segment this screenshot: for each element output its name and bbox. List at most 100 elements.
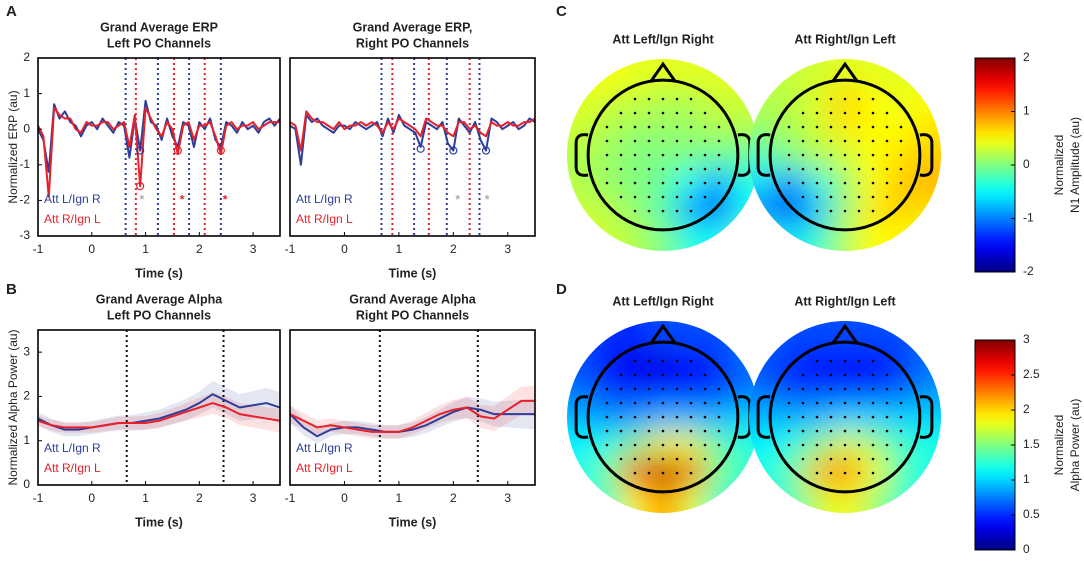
map-cell [594, 348, 623, 377]
map-cell [567, 375, 596, 404]
x-tick-label: 1 [142, 242, 149, 256]
electrode [633, 359, 637, 363]
electrode [689, 111, 693, 115]
map-cell [567, 485, 596, 513]
electrode [829, 111, 833, 115]
electrode [675, 443, 679, 447]
electrode [843, 429, 847, 433]
electrode [717, 181, 721, 185]
map-cell [749, 403, 778, 432]
peak-marker [136, 146, 145, 155]
colorbar-tick-label: 0 [1023, 157, 1030, 171]
electrode [619, 111, 623, 115]
electrode [619, 153, 623, 157]
electrode [647, 471, 651, 475]
electrode [689, 429, 693, 433]
map-cell [649, 348, 678, 377]
electrode [703, 373, 707, 377]
electrode [829, 139, 833, 143]
legend-entry: Att R/Ign L [44, 461, 101, 475]
peak-marker [216, 146, 225, 155]
map-cell [649, 86, 678, 115]
electrode [787, 387, 791, 391]
electrode [801, 167, 805, 171]
legend-entry: Att R/Ign L [44, 212, 101, 226]
map-cell [803, 485, 832, 513]
electrode [787, 415, 791, 419]
map-cell [803, 223, 832, 251]
electrode [647, 457, 651, 461]
map-cell [594, 196, 623, 225]
x-tick-label: 2 [450, 242, 457, 256]
electrode [815, 97, 819, 101]
electrode [899, 401, 903, 405]
map-cell [621, 485, 650, 513]
electrode [815, 181, 819, 185]
electrode [633, 111, 637, 115]
electrode [871, 139, 875, 143]
map-cell [749, 59, 778, 88]
electrode [619, 167, 623, 171]
map-cell [913, 113, 941, 142]
electrode [633, 125, 637, 129]
electrode [703, 125, 707, 129]
map-cell [913, 321, 941, 350]
significance-star: * [485, 193, 490, 207]
electrode [605, 125, 609, 129]
electrode [675, 401, 679, 405]
map-cell [913, 86, 941, 115]
electrode [647, 373, 651, 377]
electrode [801, 181, 805, 185]
electrode [787, 125, 791, 129]
electrode [787, 153, 791, 157]
y-tick-label: 0 [23, 477, 30, 491]
x-axis-label: Time (s) [389, 266, 437, 280]
plot-frame [289, 57, 536, 237]
colorbar [974, 339, 1016, 551]
electrode [619, 387, 623, 391]
electrode [885, 167, 889, 171]
legend-entry: Att R/Ign L [296, 461, 353, 475]
electrode [633, 153, 637, 157]
electrode [675, 457, 679, 461]
peak-marker [416, 144, 425, 153]
electrode [899, 415, 903, 419]
map-cell [731, 223, 759, 251]
electrode [717, 401, 721, 405]
electrode [885, 111, 889, 115]
map-cell [831, 348, 860, 377]
map-cell [776, 223, 805, 251]
electrode [829, 125, 833, 129]
colorbar-tick-label: 0 [1023, 542, 1030, 556]
map-cell [886, 223, 915, 251]
electrode [871, 111, 875, 115]
electrode [661, 153, 665, 157]
map-cell [704, 86, 733, 115]
electrode [857, 195, 861, 199]
electrode [871, 97, 875, 101]
electrode [871, 209, 875, 213]
x-axis-label: Time (s) [135, 266, 183, 280]
electrode [801, 111, 805, 115]
electrode [787, 429, 791, 433]
electrode [703, 167, 707, 171]
electrode [801, 153, 805, 157]
electrode [871, 153, 875, 157]
y-tick-label: -3 [19, 228, 30, 242]
electrode [815, 125, 819, 129]
electrode [857, 181, 861, 185]
electrode [633, 139, 637, 143]
electrode [605, 153, 609, 157]
electrode [801, 387, 805, 391]
map-cell [831, 86, 860, 115]
map-cell [913, 141, 941, 170]
electrode [647, 125, 651, 129]
map-cell [704, 223, 733, 251]
electrode [689, 181, 693, 185]
electrode [647, 429, 651, 433]
ear [756, 395, 771, 439]
electrode [661, 125, 665, 129]
error-band [38, 380, 280, 437]
electrode [857, 471, 861, 475]
electrode [871, 125, 875, 129]
